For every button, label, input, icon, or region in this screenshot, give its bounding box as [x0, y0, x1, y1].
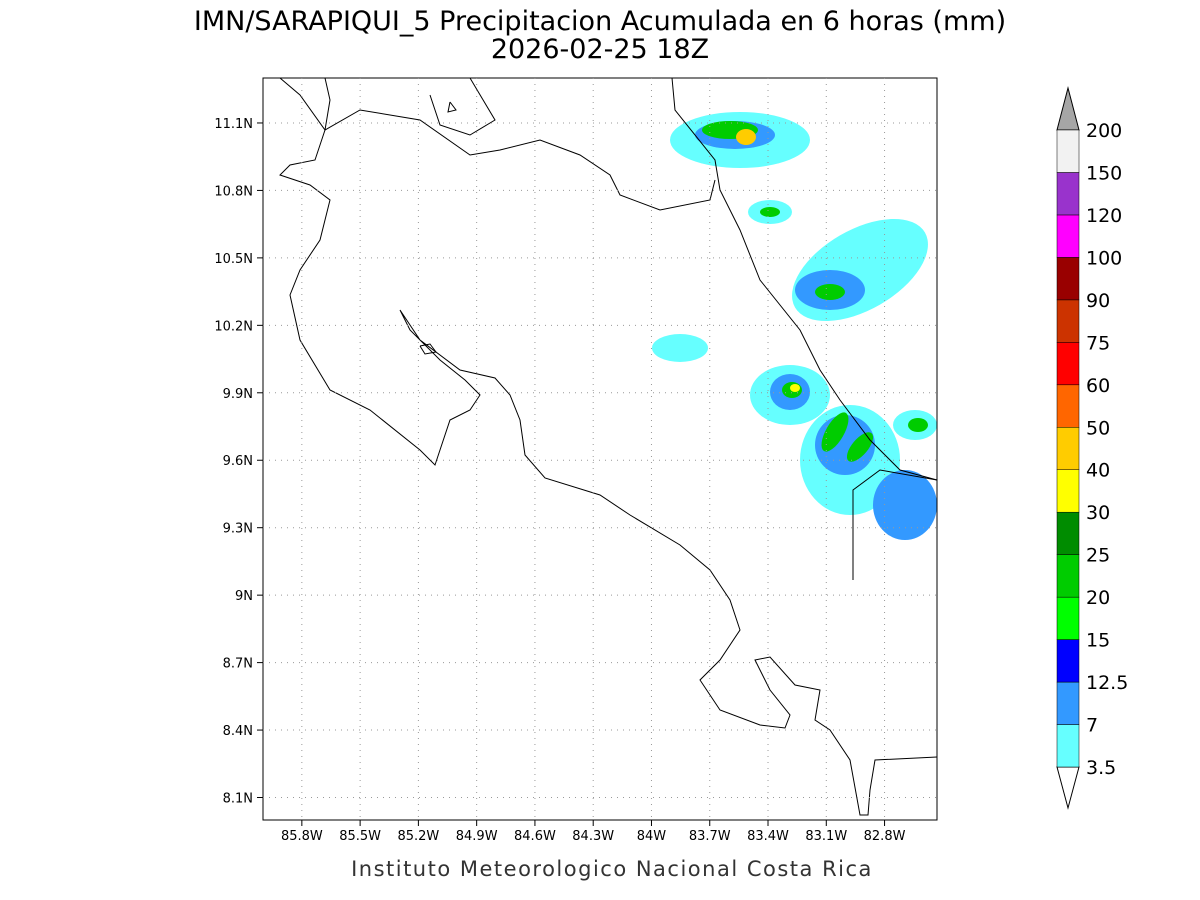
title: IMN/SARAPIQUI_5 Precipitacion Acumulada …	[194, 6, 1006, 37]
y-tick-label: 10.2N	[214, 319, 253, 334]
x-tick-label: 83.1W	[805, 829, 847, 844]
colorbar-band	[1056, 342, 1080, 386]
colorbar-label: 200	[1086, 120, 1122, 142]
y-tick-label: 8.1N	[223, 792, 253, 807]
colorbar-band	[1056, 129, 1080, 173]
x-tick-label: 84.6W	[514, 829, 556, 844]
colorbar-label: 40	[1086, 460, 1110, 482]
y-tick-label: 9N	[235, 589, 253, 604]
y-tick-label: 10.5N	[214, 252, 253, 267]
colorbar-band	[1056, 596, 1080, 640]
precipitation	[652, 112, 937, 540]
colorbar-band	[1056, 511, 1080, 555]
y-tick-label: 9.9N	[223, 387, 253, 402]
y-tick-label: 9.3N	[223, 522, 253, 537]
colorbar-band	[1056, 384, 1080, 428]
y-tick-label: 9.6N	[223, 454, 253, 469]
colorbar-label: 12.5	[1086, 672, 1128, 694]
colorbar-band	[1056, 681, 1080, 725]
colorbar-band	[1056, 639, 1080, 683]
colorbar-label: 150	[1086, 162, 1122, 184]
colorbar-label: 50	[1086, 417, 1110, 439]
y-tick-label: 8.4N	[223, 724, 253, 739]
footer: Instituto Meteorologico Nacional Costa R…	[351, 857, 873, 881]
x-tick-label: 82.8W	[864, 829, 906, 844]
colorbar-label: 20	[1086, 587, 1110, 609]
colorbar-label: 25	[1086, 545, 1110, 567]
colorbar-label: 75	[1086, 332, 1110, 354]
colorbar-label: 100	[1086, 247, 1122, 269]
x-tick-label: 85.8W	[281, 829, 323, 844]
colorbar-band	[1056, 257, 1080, 301]
colorbar-label: 120	[1086, 205, 1122, 227]
coastline	[279, 77, 938, 816]
colorbar-band	[1056, 724, 1080, 768]
x-tick-label: 83.4W	[747, 829, 789, 844]
colorbar-label: 90	[1086, 290, 1110, 312]
colorbar-band	[1056, 554, 1080, 598]
y-tick-label: 11.1N	[214, 117, 253, 132]
map-frame	[262, 77, 938, 821]
colorbar-over	[1056, 86, 1080, 131]
colorbar-band	[1056, 427, 1080, 470]
colorbar-under	[1056, 766, 1080, 810]
colorbar-label: 7	[1086, 715, 1098, 737]
y-tick-label: 8.7N	[223, 657, 253, 672]
colorbar-band	[1056, 299, 1080, 343]
colorbar-label: 60	[1086, 375, 1110, 397]
x-tick-label: 84.3W	[572, 829, 614, 844]
colorbar-label: 30	[1086, 502, 1110, 524]
x-tick-label: 85.2W	[397, 829, 439, 844]
x-tick-label: 83.7W	[689, 829, 731, 844]
x-tick-label: 84W	[637, 829, 667, 844]
colorbar-label: 3.5	[1086, 757, 1116, 779]
colorbar-label: 15	[1086, 630, 1110, 652]
colorbar-band	[1056, 469, 1080, 513]
subtitle: 2026-02-25 18Z	[491, 34, 709, 65]
y-tick-label: 10.8N	[214, 184, 253, 199]
x-tick-label: 84.9W	[456, 829, 498, 844]
x-tick-label: 85.5W	[339, 829, 381, 844]
colorbar-band	[1056, 214, 1080, 258]
colorbar-band	[1056, 172, 1080, 216]
